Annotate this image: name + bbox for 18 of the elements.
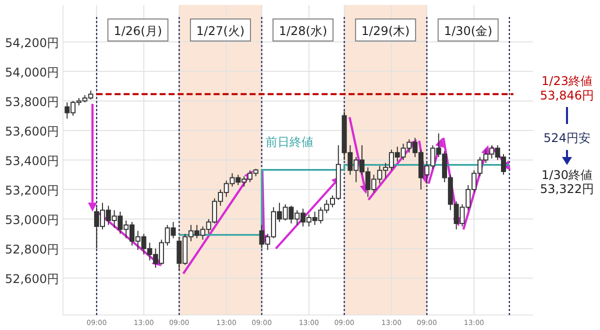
annotation: 1/26(月) — [114, 24, 162, 38]
y-tick-label: 54,200円 — [5, 36, 59, 50]
y-tick-label: 53,800円 — [5, 94, 59, 109]
ref-line-label: 1/23終値 53,846円 — [540, 74, 594, 102]
text: 524円安 — [544, 131, 590, 145]
y-tick-label: 53,600円 — [5, 124, 59, 138]
y-tick-label: 54,000円 — [5, 65, 59, 80]
y-tick-label: 53,400円 — [5, 154, 59, 168]
annotation: 1/27(火) — [196, 24, 245, 38]
y-tick-label: 53,000円 — [5, 213, 59, 228]
y-tick-label: 52,600円 — [5, 272, 59, 286]
annotation: 1/28(水) — [278, 24, 328, 38]
series-label: 前日終値 — [266, 134, 314, 149]
y-tick-label: 53,200円 — [5, 184, 59, 198]
text: 1/30終値 53,322円 — [540, 168, 594, 196]
y-tick-label: 52,800円 — [5, 242, 59, 257]
annotation: 1/30(金) — [444, 24, 492, 38]
annotation: 1/29(木) — [361, 24, 410, 38]
